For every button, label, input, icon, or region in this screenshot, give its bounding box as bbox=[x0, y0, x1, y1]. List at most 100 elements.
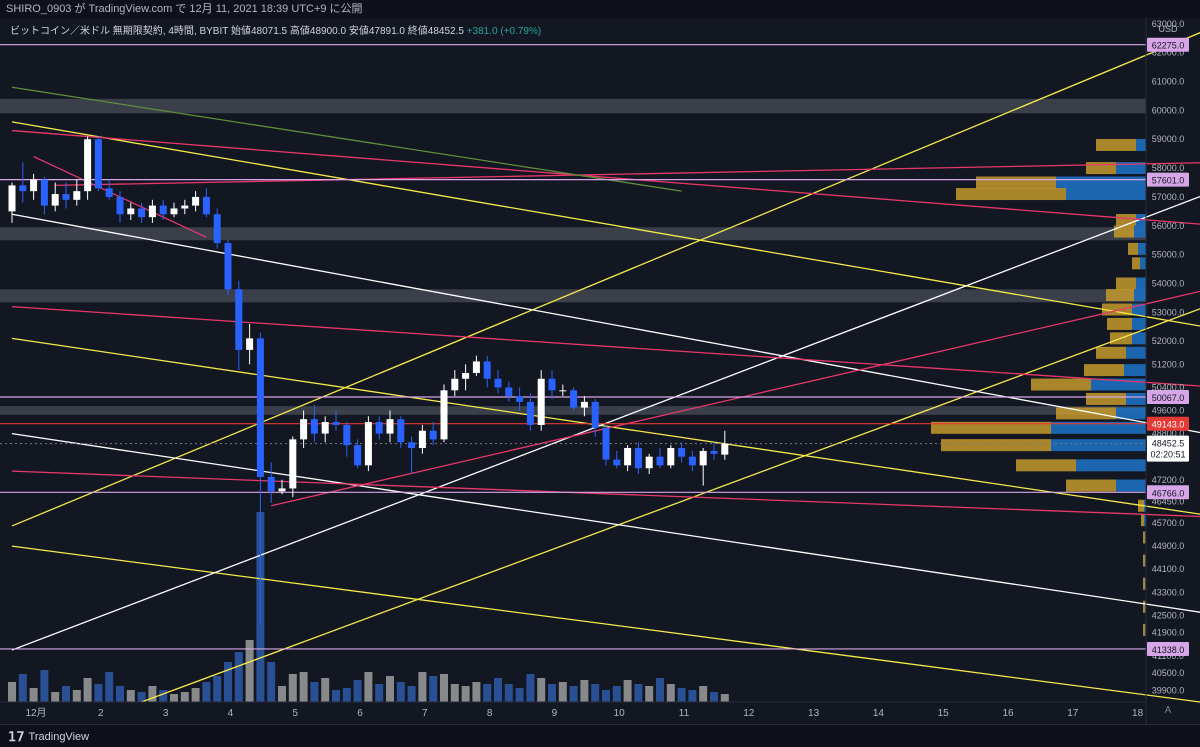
price-tick-label: 52000.0 bbox=[1152, 336, 1185, 346]
candle-body bbox=[40, 179, 48, 206]
close-value: 48452.5 bbox=[427, 26, 464, 37]
candle-body bbox=[170, 208, 178, 215]
horizontal-levels[interactable] bbox=[0, 44, 1146, 650]
candle-body bbox=[559, 390, 567, 392]
volume-bar bbox=[515, 688, 524, 702]
tradingview-logo[interactable]: 𝟣𝟩 TradingView bbox=[8, 729, 89, 745]
volume-bar bbox=[429, 676, 438, 702]
last-price-label: 48452.502:20:51 bbox=[1147, 435, 1189, 462]
candle-body bbox=[548, 378, 556, 391]
volume-bar bbox=[375, 684, 384, 702]
trendlines[interactable] bbox=[11, 24, 1200, 703]
candle-body bbox=[397, 419, 405, 443]
candle-body bbox=[181, 205, 189, 209]
price-tick-label: 47200.0 bbox=[1152, 475, 1185, 485]
candle-body bbox=[267, 476, 275, 492]
open-label: 始値 bbox=[230, 26, 251, 37]
candle-body bbox=[289, 439, 297, 489]
price-tick-label: 48800.0 bbox=[1152, 429, 1185, 439]
volume-bar bbox=[94, 684, 103, 702]
time-tick-label: 12月 bbox=[25, 707, 46, 719]
level-label-box bbox=[1147, 172, 1189, 187]
volume-bar bbox=[8, 682, 16, 702]
volume-profile-buy-bar bbox=[1143, 623, 1145, 636]
volume-profile-sell-bar bbox=[1126, 346, 1146, 359]
volume-bar bbox=[666, 684, 675, 702]
volume-profile-sell-bar bbox=[1116, 407, 1146, 420]
time-axis[interactable]: 12月 2 3 4 5 6 7 8 9 10 11 12 13 14 15 16 17 18 bbox=[25, 707, 1143, 719]
volume-bar bbox=[224, 662, 232, 702]
trendline bbox=[11, 121, 1200, 327]
candle-body bbox=[105, 188, 113, 197]
volume-bar bbox=[332, 690, 340, 702]
candle-body bbox=[127, 208, 135, 215]
volume-profile-sell-bar bbox=[1076, 459, 1146, 472]
volume-profile-sell-bar bbox=[1132, 317, 1146, 330]
candle-body bbox=[354, 445, 362, 466]
level-label-text: 49143.0 bbox=[1152, 420, 1185, 430]
volume-profile-buy-bar bbox=[1106, 289, 1134, 302]
trendline bbox=[11, 305, 1200, 387]
volume-profile-buy-bar bbox=[1107, 317, 1132, 330]
time-tick-label: 7 bbox=[422, 708, 428, 719]
volume-profile-sell-bar bbox=[1116, 479, 1146, 492]
volume-profile-buy-bar bbox=[1096, 138, 1136, 151]
volume-bar bbox=[299, 672, 308, 702]
volume-bar bbox=[40, 670, 49, 702]
price-tick-label: 40500.0 bbox=[1152, 668, 1185, 678]
open-value: 48071.5 bbox=[250, 26, 288, 37]
volume-profile-buy-bar bbox=[1086, 392, 1126, 405]
volume-profile-sell-bar bbox=[1132, 332, 1146, 345]
volume-profile-sell-bar bbox=[1051, 439, 1146, 452]
trendline bbox=[55, 162, 1200, 187]
candle-body bbox=[591, 401, 599, 428]
volume-profile-sell-bar bbox=[1066, 188, 1146, 201]
candle-body bbox=[73, 191, 81, 200]
candle-body bbox=[678, 448, 686, 457]
trendline bbox=[11, 86, 682, 192]
price-tick-label: 58000.0 bbox=[1152, 163, 1185, 173]
candle-body bbox=[19, 185, 27, 192]
volume-bar bbox=[105, 672, 114, 702]
candle-body bbox=[235, 289, 243, 350]
volume-bar bbox=[278, 686, 286, 702]
level-label-text: 46766.0 bbox=[1152, 488, 1185, 498]
volume-bar bbox=[342, 688, 351, 702]
volume-bar bbox=[159, 690, 168, 702]
price-tick-label: 42500.0 bbox=[1152, 610, 1185, 620]
volume-bar bbox=[137, 692, 146, 702]
volume-bar bbox=[656, 678, 664, 702]
close-label: 終値 bbox=[407, 26, 428, 37]
volume-bar bbox=[310, 682, 319, 702]
volume-profile-buy-bar bbox=[1143, 531, 1145, 544]
time-tick-label: 17 bbox=[1067, 708, 1079, 719]
candle-body bbox=[688, 456, 696, 466]
candle-body bbox=[159, 205, 167, 215]
price-zone bbox=[0, 406, 1146, 415]
time-tick-label: 15 bbox=[938, 708, 950, 719]
level-label-text: 62275.0 bbox=[1152, 41, 1185, 51]
legend-symbol[interactable]: ビットコイン／米ドル 無期限契約, 4時間, BYBIT bbox=[10, 26, 229, 37]
candle-body bbox=[418, 430, 426, 449]
volume-bar bbox=[407, 686, 416, 702]
time-tick-label: 2 bbox=[98, 708, 104, 719]
volume-bar bbox=[245, 640, 254, 702]
change-value: +381.0 (+0.79%) bbox=[466, 26, 542, 37]
volume-bar bbox=[483, 684, 492, 702]
volume-profile-buy-bar bbox=[1096, 346, 1126, 359]
price-tick-label: 60000.0 bbox=[1152, 105, 1185, 115]
low-label: 安値 bbox=[348, 26, 369, 37]
tradingview-mark-icon: 𝟣𝟩 bbox=[8, 729, 25, 744]
candle-body bbox=[483, 361, 491, 379]
candle-body bbox=[570, 390, 578, 408]
autoscale-button[interactable]: A bbox=[1164, 705, 1172, 716]
candle-body bbox=[116, 196, 124, 215]
candle-body bbox=[343, 424, 351, 446]
candle-body bbox=[537, 378, 545, 425]
volume-profile-buy-bar bbox=[1114, 225, 1134, 238]
candle-body bbox=[8, 185, 16, 212]
volume-bar bbox=[494, 678, 502, 702]
price-tick-label: 45700.0 bbox=[1152, 518, 1185, 528]
candle-body bbox=[408, 442, 416, 449]
